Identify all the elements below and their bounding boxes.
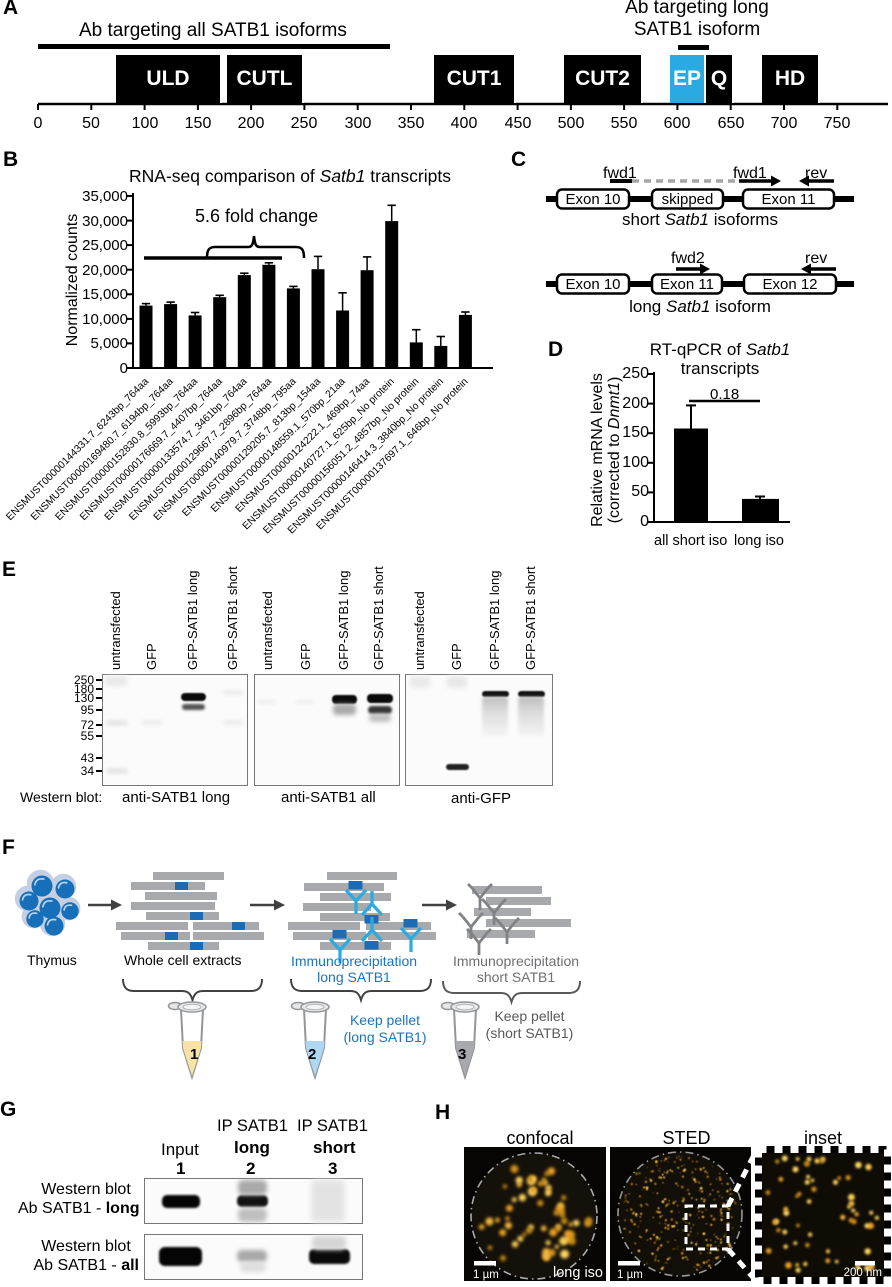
svg-text:long iso: long iso: [553, 1265, 603, 1281]
svg-text:1 µm: 1 µm: [617, 1269, 643, 1281]
svg-text:fwd1: fwd1: [733, 165, 767, 182]
svg-text:fwd1: fwd1: [603, 165, 637, 182]
svg-text:Exon 11: Exon 11: [660, 276, 714, 293]
svg-text:rev: rev: [805, 250, 827, 267]
svg-text:short Satb1 isoforms: short Satb1 isoforms: [622, 210, 778, 229]
svg-text:fwd2: fwd2: [671, 250, 705, 267]
svg-text:long Satb1 isoform: long Satb1 isoform: [629, 297, 771, 316]
svg-text:Exon 10: Exon 10: [565, 191, 620, 208]
svg-text:Exon 11: Exon 11: [762, 191, 816, 208]
svg-text:2: 2: [308, 1046, 316, 1063]
svg-text:1: 1: [190, 1046, 198, 1063]
svg-text:1 µm: 1 µm: [473, 1269, 499, 1281]
svg-text:skipped: skipped: [662, 191, 714, 208]
svg-text:Exon 12: Exon 12: [762, 276, 817, 293]
svg-text:3: 3: [458, 1046, 466, 1063]
svg-text:200 nm: 200 nm: [844, 1267, 882, 1279]
svg-text:Exon 10: Exon 10: [565, 276, 620, 293]
svg-text:rev: rev: [805, 165, 827, 182]
